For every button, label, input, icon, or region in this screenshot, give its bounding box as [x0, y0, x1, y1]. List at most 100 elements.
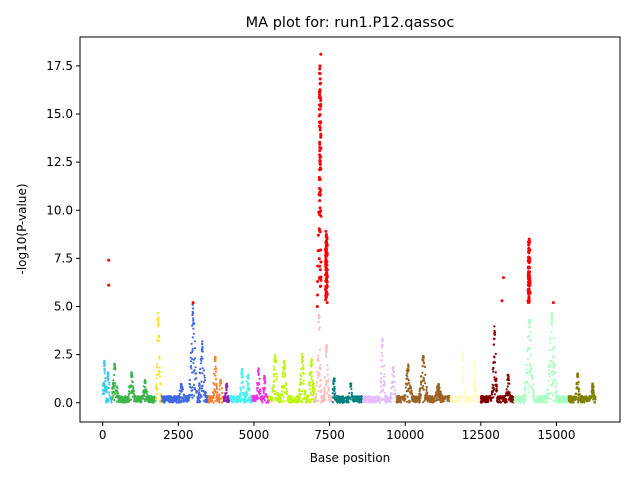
data-point — [462, 375, 465, 378]
data-point — [424, 395, 427, 398]
data-point — [273, 392, 276, 396]
data-point — [202, 389, 205, 392]
data-point — [224, 392, 227, 395]
data-point — [231, 397, 234, 400]
data-point — [593, 401, 596, 404]
data-point — [188, 378, 191, 382]
significant-point — [318, 264, 322, 268]
data-point — [151, 397, 154, 400]
data-point — [363, 395, 366, 398]
data-point — [487, 400, 490, 403]
data-point — [435, 397, 438, 400]
data-point — [194, 388, 197, 391]
data-point — [378, 401, 381, 404]
data-point — [398, 398, 401, 402]
data-point — [461, 350, 465, 354]
significant-point — [318, 146, 322, 149]
significant-point — [316, 293, 319, 297]
data-point — [546, 388, 550, 391]
series-11 — [362, 337, 397, 404]
data-point — [319, 348, 322, 352]
data-point — [196, 401, 200, 404]
data-point — [309, 398, 312, 401]
data-point — [417, 397, 420, 400]
data-point — [318, 326, 321, 329]
data-point — [490, 393, 494, 396]
data-point — [381, 398, 384, 401]
data-point — [472, 382, 475, 385]
data-point — [157, 321, 160, 324]
data-point — [226, 395, 229, 398]
data-point — [446, 395, 449, 398]
data-point — [382, 380, 386, 383]
data-point — [554, 385, 558, 388]
data-point — [157, 370, 160, 373]
data-point — [191, 336, 194, 339]
data-point — [594, 398, 597, 401]
data-point — [245, 394, 248, 397]
significant-point — [318, 268, 322, 272]
data-point — [407, 387, 410, 391]
significant-point — [324, 240, 328, 244]
data-point — [507, 373, 510, 377]
data-point — [112, 394, 115, 397]
significant-point — [319, 96, 323, 100]
data-point — [187, 395, 190, 398]
data-point — [551, 373, 555, 376]
data-point — [387, 396, 390, 399]
data-point — [315, 384, 318, 387]
data-point — [472, 384, 475, 387]
data-point — [268, 395, 271, 398]
series-3 — [160, 303, 210, 404]
data-point — [200, 380, 203, 383]
data-point — [229, 398, 232, 401]
x-tick-label: 12500 — [462, 428, 500, 442]
data-point — [594, 396, 597, 399]
data-point — [411, 399, 414, 402]
data-point — [462, 370, 465, 373]
significant-point — [528, 240, 532, 243]
data-point — [529, 354, 533, 357]
data-point — [550, 311, 554, 315]
data-point — [193, 340, 196, 343]
data-point — [286, 399, 289, 402]
data-point — [325, 348, 328, 351]
data-point — [460, 395, 463, 398]
data-point — [497, 401, 500, 404]
data-point — [112, 382, 115, 385]
significant-point — [318, 163, 322, 166]
data-point — [102, 381, 105, 384]
data-point — [193, 347, 197, 350]
data-point — [522, 397, 525, 400]
data-point — [540, 399, 543, 402]
data-point — [494, 352, 497, 355]
data-point — [310, 375, 314, 378]
data-point — [302, 382, 305, 385]
data-point — [192, 370, 195, 373]
data-point — [281, 390, 284, 393]
data-point — [591, 385, 595, 388]
data-point — [319, 390, 322, 394]
significant-point — [318, 149, 322, 153]
data-point — [254, 397, 257, 400]
data-point — [352, 397, 355, 401]
data-point — [131, 385, 134, 388]
data-point — [290, 398, 293, 401]
data-point — [583, 401, 586, 404]
data-point — [295, 398, 298, 401]
data-point — [547, 397, 551, 400]
data-point — [405, 374, 408, 377]
data-point — [528, 346, 531, 349]
data-point — [274, 359, 277, 362]
data-point — [275, 375, 278, 378]
data-point — [180, 382, 183, 386]
data-point — [437, 398, 440, 401]
significant-point — [324, 247, 328, 251]
data-point — [567, 396, 571, 399]
data-point — [394, 389, 397, 392]
data-point — [507, 390, 510, 393]
data-point — [424, 373, 427, 376]
data-point — [302, 372, 306, 375]
data-point — [127, 395, 130, 398]
data-point — [281, 372, 285, 375]
